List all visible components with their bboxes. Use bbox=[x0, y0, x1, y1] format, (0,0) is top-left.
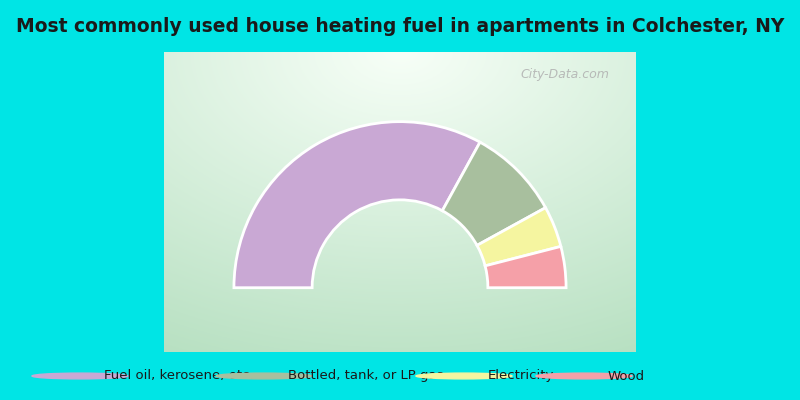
Text: Electricity: Electricity bbox=[488, 370, 554, 382]
Text: Most commonly used house heating fuel in apartments in Colchester, NY: Most commonly used house heating fuel in… bbox=[16, 16, 784, 36]
Wedge shape bbox=[234, 122, 480, 288]
Wedge shape bbox=[477, 208, 561, 266]
Circle shape bbox=[536, 373, 632, 379]
Wedge shape bbox=[485, 246, 566, 288]
Text: City-Data.com: City-Data.com bbox=[520, 68, 609, 81]
Circle shape bbox=[416, 373, 512, 379]
Text: Wood: Wood bbox=[608, 370, 645, 382]
Text: Fuel oil, kerosene, etc.: Fuel oil, kerosene, etc. bbox=[104, 370, 254, 382]
Wedge shape bbox=[442, 142, 546, 245]
Text: Bottled, tank, or LP gas: Bottled, tank, or LP gas bbox=[288, 370, 443, 382]
Circle shape bbox=[216, 373, 312, 379]
Circle shape bbox=[32, 373, 128, 379]
